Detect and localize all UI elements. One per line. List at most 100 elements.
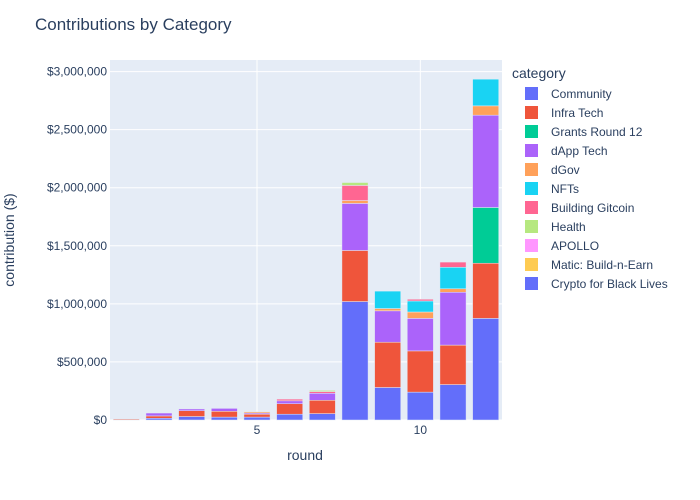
x-axis-ticks: 5 10	[254, 423, 428, 437]
bar-segment	[439, 384, 467, 421]
bar-segment	[341, 185, 369, 201]
bar-segment	[439, 344, 467, 385]
bar-segment	[374, 387, 401, 421]
bar-segment	[145, 415, 173, 419]
bars-layer	[113, 78, 499, 421]
y-tick-label: $3,000,000	[47, 65, 107, 79]
x-tick-label: 5	[254, 423, 261, 437]
y-axis-title: contribution ($)	[1, 193, 17, 286]
bar-segment	[211, 411, 238, 418]
y-tick-label: $2,500,000	[47, 123, 107, 137]
legend-label: Crypto for Black Lives	[551, 277, 668, 291]
legend-swatch	[525, 163, 538, 176]
bar-segment	[276, 398, 303, 402]
bar-segment	[407, 350, 434, 393]
y-tick-label: $2,000,000	[47, 181, 107, 195]
bar-segment	[145, 418, 173, 421]
legend-swatch	[525, 87, 538, 100]
bar-segment	[407, 300, 434, 313]
bar-segment	[407, 311, 434, 319]
legend-title: category	[512, 65, 566, 81]
bar-segment	[309, 390, 336, 392]
legend-item[interactable]: Infra Tech	[525, 106, 603, 120]
legend-label: Matic: Build-n-Earn	[551, 258, 653, 272]
legend-item[interactable]: NFTs	[525, 182, 579, 196]
bar-segment	[276, 403, 303, 415]
legend-label: Grants Round 12	[551, 125, 643, 139]
legend-item[interactable]: APOLLO	[525, 239, 599, 253]
legend: category Community Infra Tech Grants Round…	[512, 65, 668, 291]
bar-segment	[178, 416, 205, 421]
bar-segment	[374, 310, 401, 343]
legend-item[interactable]: dGov	[525, 163, 580, 177]
bar-segment	[472, 262, 499, 319]
legend-item[interactable]: Crypto for Black Lives	[525, 277, 668, 291]
legend-item[interactable]: Building Gitcoin	[525, 201, 634, 215]
bar-segment	[407, 318, 434, 352]
bar-segment	[341, 301, 369, 421]
bar-segment	[178, 408, 205, 411]
legend-label: NFTs	[551, 182, 579, 196]
legend-swatch	[525, 125, 538, 138]
bar-segment	[472, 318, 499, 421]
x-axis-title: round	[287, 447, 323, 463]
bar-segment	[439, 292, 467, 346]
legend-swatch	[525, 277, 538, 290]
bar-segment	[309, 393, 336, 401]
legend-item[interactable]: Grants Round 12	[525, 125, 643, 139]
bar-segment	[276, 400, 303, 404]
legend-swatch	[525, 144, 538, 157]
bar-segment	[145, 412, 173, 417]
bar-segment	[472, 105, 499, 116]
bar-segment	[407, 298, 434, 302]
legend-swatch	[525, 182, 538, 195]
bar-segment	[309, 400, 336, 414]
legend-item[interactable]: Community	[525, 87, 612, 101]
legend-swatch	[525, 258, 538, 271]
bar-segment	[309, 391, 336, 394]
bar-segment	[341, 203, 369, 251]
legend-swatch	[525, 201, 538, 214]
bar-segment	[472, 207, 499, 264]
bar-segment	[472, 114, 499, 208]
legend-swatch	[525, 106, 538, 119]
legend-label: Infra Tech	[551, 106, 603, 120]
legend-item[interactable]: dApp Tech	[525, 144, 608, 158]
bar-segment	[374, 341, 401, 388]
y-axis-ticks: $0 $500,000 $1,000,000 $1,500,000 $2,000,000…	[47, 65, 107, 427]
legend-item[interactable]: Health	[525, 220, 586, 234]
bar-segment	[276, 413, 303, 421]
bar-segment	[374, 290, 401, 309]
bar-segment	[374, 308, 401, 312]
bar-segment	[211, 416, 238, 421]
bar-segment	[243, 416, 271, 421]
bar-segment	[341, 182, 369, 186]
bar-segment	[407, 391, 434, 421]
legend-swatch	[525, 239, 538, 252]
bar-segment	[243, 413, 271, 418]
y-tick-label: $1,000,000	[47, 297, 107, 311]
plot-background	[110, 60, 502, 420]
bar-segment	[439, 267, 467, 290]
legend-swatch	[525, 220, 538, 233]
y-tick-label: $0	[94, 413, 108, 427]
legend-label: dGov	[551, 163, 580, 177]
bar-segment	[309, 413, 336, 421]
bar-segment	[341, 250, 369, 302]
chart-title: Contributions by Category	[35, 15, 232, 34]
legend-item[interactable]: Matic: Build-n-Earn	[525, 258, 653, 272]
legend-label: APOLLO	[551, 239, 599, 253]
legend-label: Community	[551, 87, 612, 101]
legend-label: Health	[551, 220, 586, 234]
legend-label: Building Gitcoin	[551, 201, 634, 215]
y-tick-label: $500,000	[57, 355, 107, 369]
bar-segment	[178, 410, 205, 417]
bar-segment	[243, 411, 271, 414]
bar-segment	[341, 200, 369, 204]
x-tick-label: 10	[414, 423, 428, 437]
gridlines	[110, 60, 502, 421]
bar-segment	[472, 78, 499, 107]
bar-segment	[439, 261, 467, 268]
bar-segment	[211, 408, 238, 412]
